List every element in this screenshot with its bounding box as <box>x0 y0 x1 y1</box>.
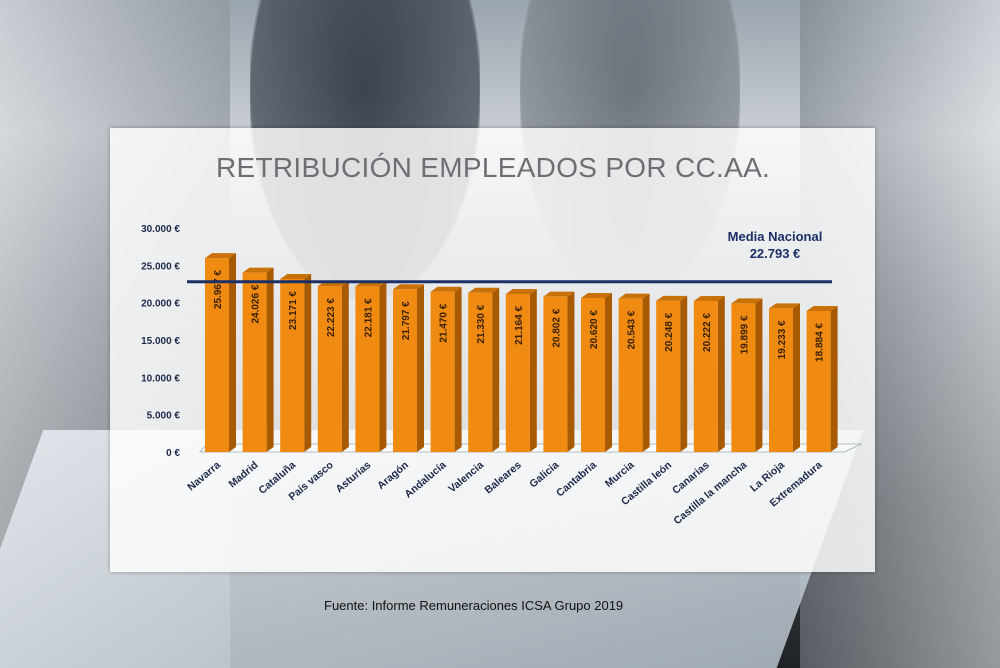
y-tick-label: 10.000 € <box>141 373 180 384</box>
bar-side <box>229 253 236 452</box>
bar-value-label: 20.248 € <box>664 312 675 351</box>
bar-top <box>468 287 500 293</box>
bar-top <box>280 273 312 279</box>
bar-top <box>581 293 612 299</box>
x-tick-label: Murcia <box>603 459 637 490</box>
bar <box>693 301 718 452</box>
bar-side <box>454 286 462 452</box>
bar <box>656 300 681 452</box>
y-tick-label: 0 € <box>166 448 180 459</box>
bar-top <box>693 296 725 302</box>
bar-top <box>656 295 688 301</box>
x-tick-label: Aragón <box>375 459 411 492</box>
bar-top <box>731 298 763 304</box>
x-tick-label: Galicia <box>527 459 561 490</box>
x-tick-label: Madrid <box>226 459 260 490</box>
x-tick-label: Andalucía <box>402 459 448 501</box>
x-tick-label: Navarra <box>185 459 223 493</box>
bar-value-label: 21.470 € <box>439 303 450 342</box>
chart-title: RETRIBUCIÓN EMPLEADOS POR CC.AA. <box>216 152 771 183</box>
bar-value-label: 18.884 € <box>815 323 826 362</box>
bar-top <box>769 303 800 309</box>
bar-value-label: 20.543 € <box>627 310 638 349</box>
bar <box>242 272 267 452</box>
bar-side <box>341 281 349 452</box>
x-tick-label: Asturias <box>333 459 373 495</box>
bar-side <box>266 267 274 452</box>
bar-value-label: 20.802 € <box>551 308 562 347</box>
average-value: 22.793 € <box>750 246 801 261</box>
bar <box>393 289 417 452</box>
bar-value-label: 22.181 € <box>363 298 374 337</box>
bar-side <box>830 305 838 452</box>
y-tick-label: 5.000 € <box>147 411 181 422</box>
bar <box>505 293 530 452</box>
x-tick-label: Cantabria <box>554 459 599 499</box>
average-label: Media Nacional <box>728 229 823 244</box>
bar <box>543 296 568 452</box>
bar-side <box>605 293 612 452</box>
bar-value-label: 19.233 € <box>777 320 788 359</box>
bar <box>468 292 493 452</box>
bar <box>731 303 756 452</box>
bar-side <box>717 296 725 452</box>
x-tick-label: Valencia <box>446 459 486 495</box>
bar-side <box>492 287 500 452</box>
y-tick-label: 20.000 € <box>141 299 180 310</box>
x-tick-label: Baleares <box>482 459 523 496</box>
bar-side <box>379 281 387 452</box>
bar-value-label: 25.967 € <box>213 270 224 309</box>
source-note: Fuente: Informe Remuneraciones ICSA Grup… <box>324 598 624 613</box>
bar <box>581 298 605 452</box>
bar-side <box>680 295 688 452</box>
bar-side <box>793 303 800 452</box>
bar <box>317 286 342 452</box>
bar-value-label: 23.171 € <box>288 291 299 330</box>
bar-value-label: 22.223 € <box>326 298 337 337</box>
bar-top <box>806 305 838 311</box>
bar <box>618 298 643 452</box>
y-tick-label: 30.000 € <box>141 224 180 235</box>
bar-side <box>642 293 650 452</box>
bar-top <box>393 284 424 290</box>
bar-value-label: 20.620 € <box>589 310 600 349</box>
bar <box>806 310 831 452</box>
bar-side <box>304 273 312 452</box>
bar-value-label: 24.026 € <box>251 284 262 323</box>
bar-value-label: 20.222 € <box>702 313 713 352</box>
y-tick-label: 25.000 € <box>141 261 180 272</box>
bar-top <box>242 267 274 273</box>
bar-top <box>543 291 575 297</box>
bar-top <box>505 288 537 294</box>
bar-side <box>529 288 537 452</box>
bar-side <box>567 291 575 452</box>
bar-value-label: 21.164 € <box>514 306 525 345</box>
bar <box>205 258 229 452</box>
bar <box>355 286 380 452</box>
bar <box>280 278 305 452</box>
bar-value-label: 19.899 € <box>739 315 750 354</box>
bar-top <box>618 293 650 299</box>
bar-value-label: 21.797 € <box>401 301 412 340</box>
bar-top <box>430 286 462 292</box>
bar-side <box>755 298 763 452</box>
bar <box>430 291 455 452</box>
bar-value-label: 21.330 € <box>476 304 487 343</box>
bar-top <box>205 253 236 259</box>
bar-side <box>417 284 424 452</box>
y-tick-label: 15.000 € <box>141 336 180 347</box>
bar <box>769 308 793 452</box>
